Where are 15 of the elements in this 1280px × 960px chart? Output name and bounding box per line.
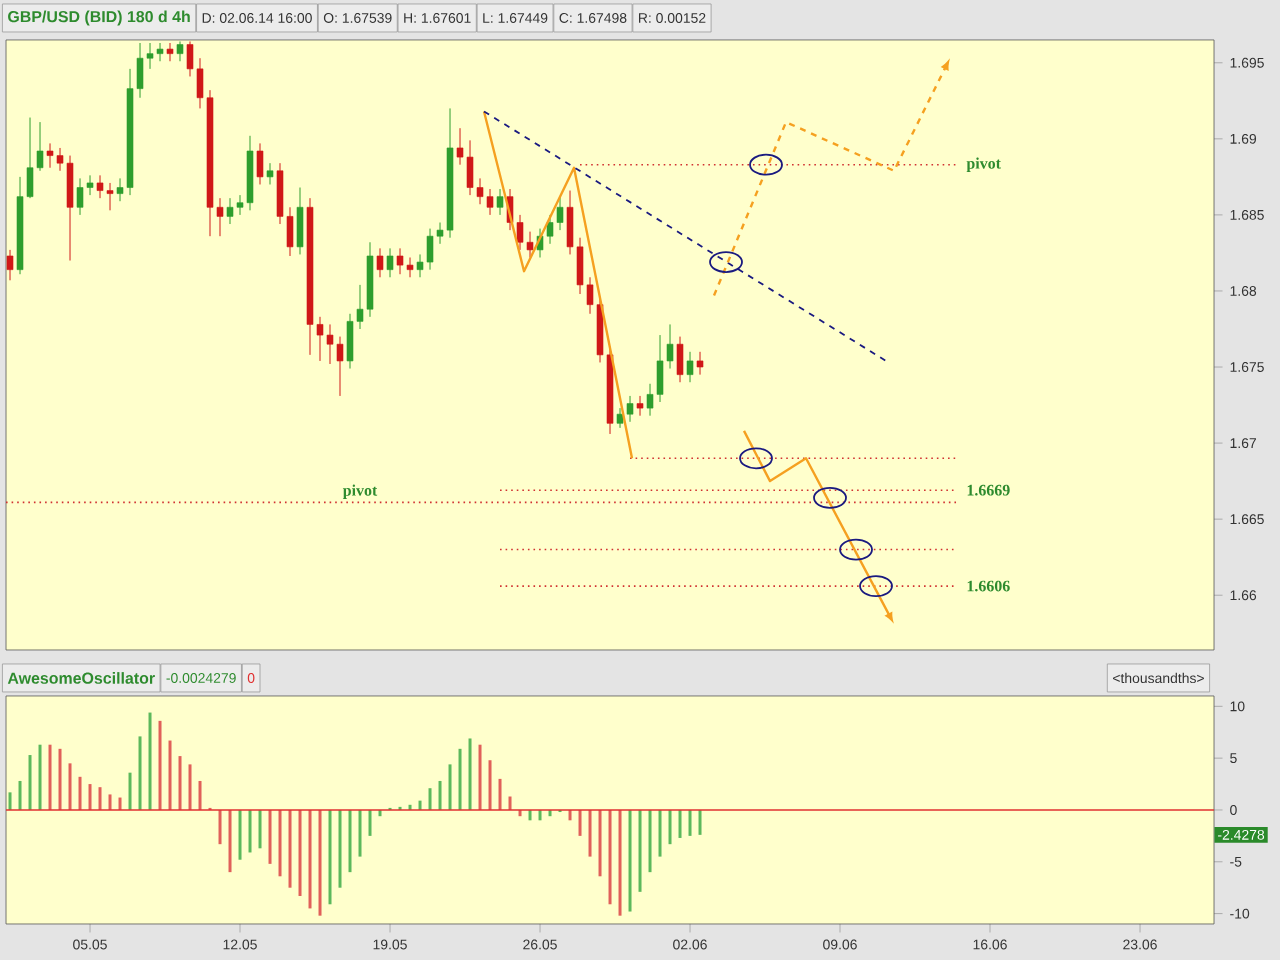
candlestick [376,247,384,278]
candlestick [176,40,184,62]
candlestick [696,351,704,376]
candlestick [386,247,394,278]
candlestick [686,351,694,383]
candlestick [296,187,304,255]
candlestick [266,162,274,185]
candlestick [636,395,644,417]
candlestick [166,42,174,62]
candlestick [496,188,504,216]
candlestick [626,395,634,423]
candlestick [676,336,684,383]
candlestick [616,407,624,429]
candlestick [256,142,264,185]
candlestick [6,249,14,281]
